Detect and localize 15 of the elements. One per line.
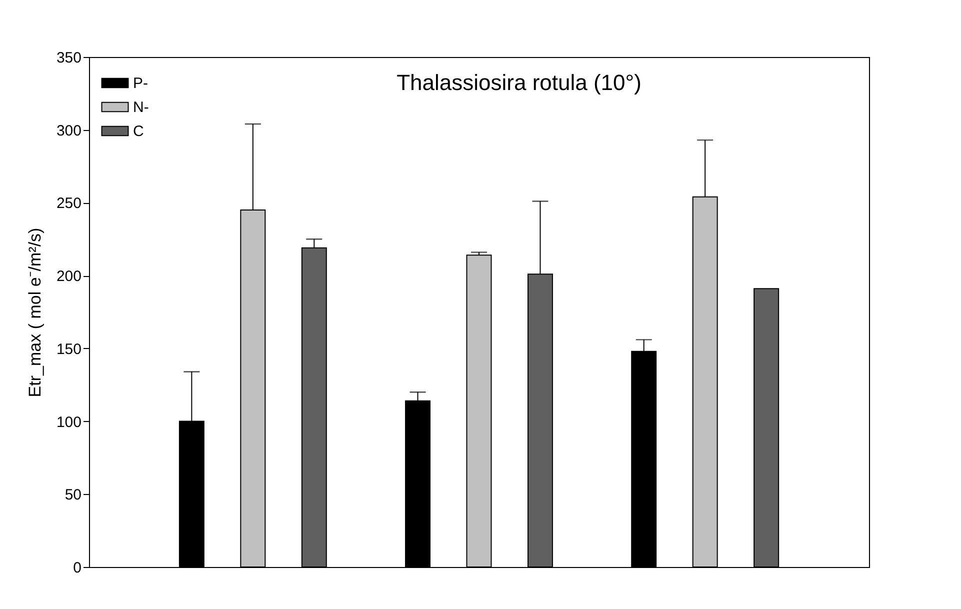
legend-label: N- [133, 99, 149, 116]
y-tick-label: 50 [64, 486, 82, 504]
bar [466, 254, 492, 568]
y-axis-title: Etr_max ( mol e⁻/m²/s) [25, 228, 44, 398]
text: Thalassiosira rotula (10°) [396, 70, 642, 95]
y-tick-label: 200 [56, 268, 82, 286]
y-tick-label: 0 [73, 560, 82, 576]
y-tick-label: 300 [56, 122, 82, 140]
y-tick-label: 100 [56, 414, 82, 431]
legend-label: P- [133, 75, 148, 92]
bar [754, 288, 780, 568]
y-tick-label: 150 [56, 340, 82, 358]
legend-label: C [133, 123, 144, 140]
y-tick-label: 250 [56, 195, 82, 212]
y-tick-label: 350 [56, 50, 82, 66]
